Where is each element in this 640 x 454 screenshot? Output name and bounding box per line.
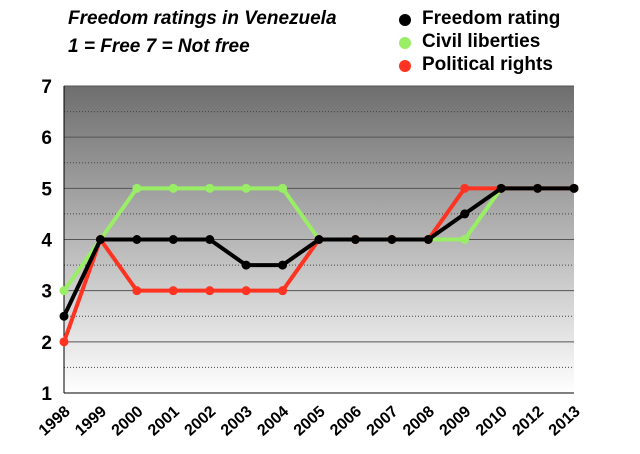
data-point-freedom-rating xyxy=(95,235,105,244)
data-point-civil-liberties xyxy=(460,235,470,244)
x-tick-label: 2000 xyxy=(109,403,147,440)
legend-marker-icon xyxy=(399,60,411,72)
y-tick-label: 2 xyxy=(41,333,52,354)
x-tick-labels: 1998199920002001200220032004200520062007… xyxy=(36,403,584,440)
y-tick-label: 1 xyxy=(41,384,52,405)
legend-label: Political rights xyxy=(422,54,553,75)
data-point-civil-liberties xyxy=(168,183,178,193)
y-tick-label: 7 xyxy=(41,77,52,98)
y-tick-label: 5 xyxy=(41,179,52,200)
data-point-freedom-rating xyxy=(423,235,433,244)
legend-marker-icon xyxy=(399,14,411,26)
data-point-freedom-rating xyxy=(205,235,215,244)
x-tick-label: 2010 xyxy=(473,403,511,440)
legend-label: Freedom rating xyxy=(422,8,561,29)
data-point-freedom-rating xyxy=(350,235,360,244)
data-point-freedom-rating xyxy=(168,235,178,244)
data-point-freedom-rating xyxy=(569,183,579,193)
x-tick-label: 1998 xyxy=(36,403,74,440)
data-point-political-rights xyxy=(460,183,470,193)
x-tick-label: 2002 xyxy=(182,403,220,440)
x-tick-label: 2001 xyxy=(145,403,183,440)
data-point-civil-liberties xyxy=(132,183,142,193)
legend-label: Civil liberties xyxy=(422,31,541,52)
y-tick-label: 4 xyxy=(41,231,52,252)
data-point-freedom-rating xyxy=(314,235,324,244)
data-point-freedom-rating xyxy=(533,183,543,193)
x-tick-label: 2004 xyxy=(254,403,292,440)
x-tick-label: 2009 xyxy=(437,403,475,440)
data-point-political-rights xyxy=(132,286,142,296)
data-point-political-rights xyxy=(59,337,69,347)
data-point-civil-liberties xyxy=(278,183,288,193)
x-tick-label: 2003 xyxy=(218,403,256,440)
x-tick-label: 1999 xyxy=(72,403,110,440)
data-point-political-rights xyxy=(241,286,251,296)
x-tick-label: 2005 xyxy=(291,403,329,440)
data-point-freedom-rating xyxy=(496,183,506,193)
data-point-civil-liberties xyxy=(241,183,251,193)
chart-title: Freedom ratings in Venezuela xyxy=(68,8,337,29)
y-tick-label: 3 xyxy=(41,282,52,303)
data-point-freedom-rating xyxy=(241,260,251,270)
x-tick-label: 2013 xyxy=(546,403,584,440)
data-point-political-rights xyxy=(168,286,178,296)
x-tick-label: 2012 xyxy=(509,403,547,440)
data-point-freedom-rating xyxy=(460,209,470,219)
data-point-freedom-rating xyxy=(278,260,288,270)
chart-subtitle: 1 = Free 7 = Not free xyxy=(68,36,250,57)
x-tick-label: 2008 xyxy=(400,403,438,440)
x-tick-label: 2006 xyxy=(327,403,365,440)
data-point-political-rights xyxy=(205,286,215,296)
x-tick-label: 2007 xyxy=(364,403,402,440)
data-point-freedom-rating xyxy=(387,235,397,244)
series-lines xyxy=(59,183,579,347)
data-point-freedom-rating xyxy=(132,235,142,244)
y-tick-label: 6 xyxy=(41,128,52,149)
y-tick-labels: 1 2 3 4 5 6 7 xyxy=(41,77,52,405)
data-point-civil-liberties xyxy=(59,286,69,296)
data-point-political-rights xyxy=(278,286,288,296)
data-point-civil-liberties xyxy=(205,183,215,193)
data-point-freedom-rating xyxy=(59,311,69,321)
legend-marker-icon xyxy=(399,37,411,49)
